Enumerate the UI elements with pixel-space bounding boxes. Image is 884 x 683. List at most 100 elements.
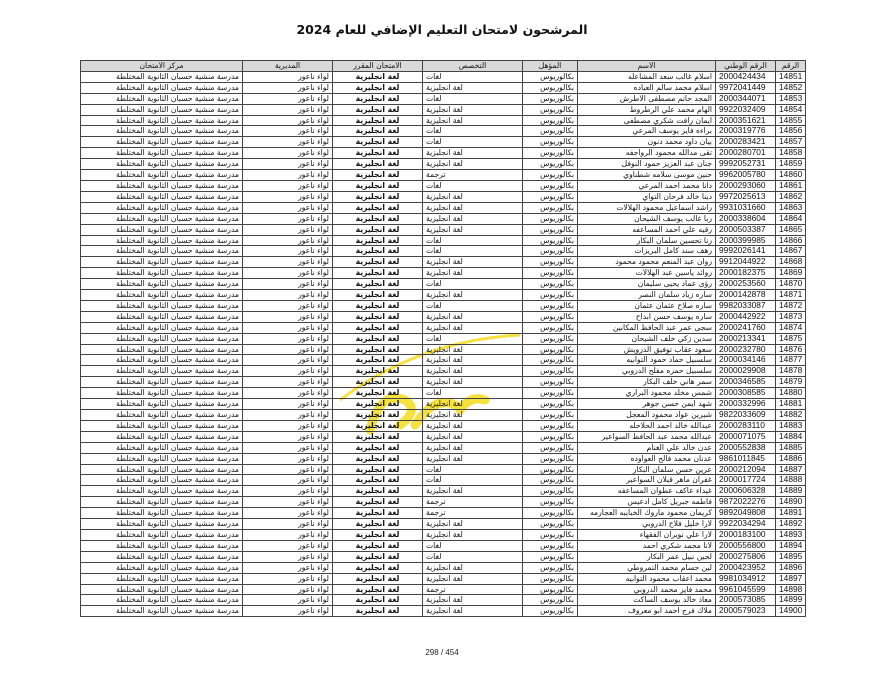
directorate: لواء ناعور (242, 387, 333, 400)
specialization: لغة انجليزية (422, 267, 523, 280)
exam-center: مدرسة منشية حسبان الثانوية المختلطة (80, 267, 243, 280)
exam-subject: لغة انجليزية (332, 234, 423, 247)
header-specialization: التخصص (422, 60, 523, 72)
specialization: ترجمة (422, 507, 523, 520)
candidate-name: حنين موسى سلامه شطناوي (577, 169, 716, 181)
specialization: لغة انجليزية (422, 321, 523, 334)
candidate-name: اسلام محمد سالم العباده (577, 81, 716, 94)
candidate-name: سلسبيل حمزه مفلح الدروبي (577, 365, 716, 378)
candidate-name: بيان داود محمد دنون (577, 136, 716, 149)
row-number: 14858 (775, 147, 806, 160)
specialization: ترجمة (422, 583, 523, 596)
row-number: 14887 (775, 463, 806, 476)
row-number: 14864 (775, 212, 806, 225)
exam-center: مدرسة منشية حسبان الثانوية المختلطة (80, 605, 243, 618)
specialization: لغة انجليزية (422, 441, 523, 454)
candidates-table: الرقم الرقم الوطني الاسم المؤهل التخصص ا… (80, 60, 806, 618)
table-row: 14863 9931031660 راشد اسماعيل محمود الهلال… (80, 201, 806, 214)
exam-subject: لغة انجليزية (332, 289, 423, 301)
row-number: 14865 (775, 223, 806, 236)
row-number: 14863 (775, 201, 806, 214)
directorate: لواء ناعور (242, 299, 333, 312)
table-row: 14879 2000346585 سمر هاني خلف البكار بكالور… (80, 376, 806, 389)
table-row: 14851 2000424434 اسلام غالب سعد المشاعله بك… (80, 70, 806, 83)
specialization: لغات (422, 474, 523, 487)
table-row: 14858 2000280701 تقى مدالله محمود الرواجفه… (80, 147, 806, 160)
directorate: لواء ناعور (242, 594, 333, 607)
qualification: بكالوريوس (522, 201, 578, 214)
directorate: لواء ناعور (242, 136, 333, 149)
candidate-name: سجى عمر عبد الحافظ المكانين (577, 321, 716, 334)
row-number: 14867 (775, 245, 806, 258)
header-qualification: المؤهل (522, 60, 578, 72)
table-row: 14889 2000606328 غيداء عاكف عطوان المساعفه… (80, 485, 806, 498)
row-number: 14866 (775, 234, 806, 247)
national-id: 9992052731 (715, 158, 776, 171)
exam-subject: لغة انجليزية (332, 485, 423, 498)
directorate: لواء ناعور (242, 169, 333, 181)
table-row: 14854 9922032409 الهام محمد علي الرطروط بكا… (80, 103, 806, 116)
candidate-name: غفران ماهر قبلان السواعير (577, 474, 716, 487)
row-number: 14895 (775, 550, 806, 563)
row-number: 14896 (775, 561, 806, 574)
candidate-name: دانا محمد احمد المرعي (577, 179, 716, 192)
specialization: لغة انجليزية (422, 365, 523, 378)
row-number: 14898 (775, 583, 806, 596)
specialization: لغة انجليزية (422, 354, 523, 367)
directorate: لواء ناعور (242, 179, 333, 192)
national-id: 2000503387 (715, 223, 776, 236)
directorate: لواء ناعور (242, 190, 333, 203)
national-id: 2000213341 (715, 332, 776, 345)
exam-subject: لغة انجليزية (332, 365, 423, 378)
candidate-name: الهام محمد علي الرطروط (577, 103, 716, 116)
national-id: 2000183100 (715, 528, 776, 541)
qualification: بكالوريوس (522, 528, 578, 541)
directorate: لواء ناعور (242, 474, 333, 487)
exam-center: مدرسة منشية حسبان الثانوية المختلطة (80, 539, 243, 552)
row-number: 14862 (775, 190, 806, 203)
exam-center: مدرسة منشية حسبان الثانوية المختلطة (80, 190, 243, 203)
exam-center: مدرسة منشية حسبان الثانوية المختلطة (80, 485, 243, 498)
candidate-name: عرين حسن سلمان البكار (577, 463, 716, 476)
table-row: 14887 2000212094 عرين حسن سلمان البكار بكال… (80, 463, 806, 476)
specialization: لغات (422, 70, 523, 83)
row-number: 14876 (775, 343, 806, 356)
candidate-name: ايمان رافت شكري مصطفى (577, 114, 716, 127)
national-id: 9992026141 (715, 245, 776, 258)
exam-center: مدرسة منشية حسبان الثانوية المختلطة (80, 92, 243, 105)
specialization: لغة انجليزية (422, 518, 523, 530)
specialization: لغات (422, 463, 523, 476)
table-row: 14866 2000399985 رنا تحسين سلمان البكار بكا… (80, 234, 806, 247)
directorate: لواء ناعور (242, 376, 333, 389)
directorate: لواء ناعور (242, 201, 333, 214)
exam-subject: لغة انجليزية (332, 310, 423, 323)
exam-center: مدرسة منشية حسبان الثانوية المختلطة (80, 430, 243, 443)
row-number: 14886 (775, 452, 806, 465)
candidate-name: رؤى عماد يحيى سليمان (577, 278, 716, 291)
specialization: لغة انجليزية (422, 310, 523, 323)
exam-center: مدرسة منشية حسبان الثانوية المختلطة (80, 463, 243, 476)
header-exam: الامتحان المقرر (332, 60, 423, 72)
qualification: بكالوريوس (522, 594, 578, 607)
exam-center: مدرسة منشية حسبان الثانوية المختلطة (80, 223, 243, 236)
exam-center: مدرسة منشية حسبان الثانوية المختلطة (80, 496, 243, 509)
table-row: 14868 9912044922 روان عبد المنعم محمود محم… (80, 256, 806, 269)
exam-subject: لغة انجليزية (332, 169, 423, 181)
candidate-name: رنا تحسين سلمان البكار (577, 234, 716, 247)
candidate-name: روان عبد المنعم محمود محمود (577, 256, 716, 269)
specialization: لغة انجليزية (422, 158, 523, 171)
national-id: 9861011845 (715, 452, 776, 465)
directorate: لواء ناعور (242, 81, 333, 94)
candidate-name: شمس مخلد محمود البراري (577, 387, 716, 400)
exam-subject: لغة انجليزية (332, 158, 423, 171)
specialization: لغات (422, 234, 523, 247)
specialization: لغة انجليزية (422, 398, 523, 410)
specialization: لغة انجليزية (422, 147, 523, 160)
exam-center: مدرسة منشية حسبان الثانوية المختلطة (80, 278, 243, 291)
table-row: 14867 9992026141 رهف سند كامل البريزات بكال… (80, 245, 806, 258)
qualification: بكالوريوس (522, 550, 578, 563)
table-row: 14886 9861011845 عدنان محمد فالح العواوده ب… (80, 452, 806, 465)
qualification: بكالوريوس (522, 539, 578, 552)
candidate-name: كريمان محمود ماروك الخبايبه العجارمه (577, 507, 716, 520)
qualification: بكالوريوس (522, 583, 578, 596)
